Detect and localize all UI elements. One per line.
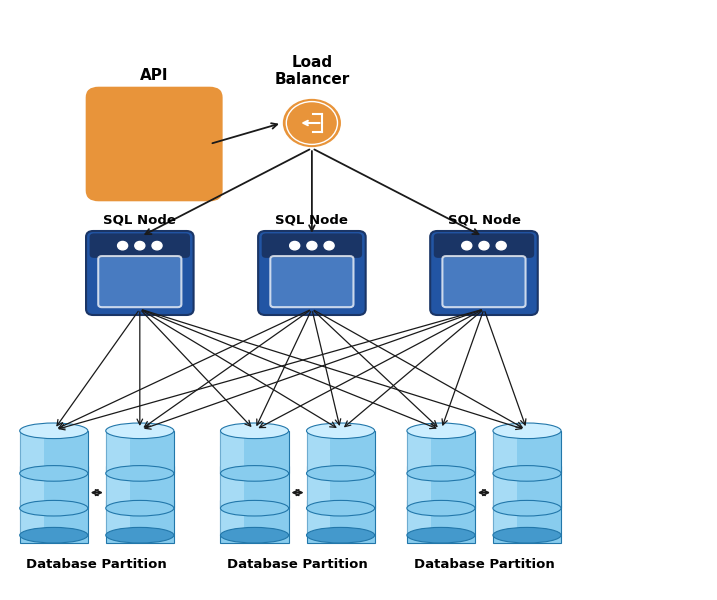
Circle shape	[307, 241, 317, 250]
Circle shape	[479, 241, 489, 250]
Ellipse shape	[306, 466, 374, 481]
Ellipse shape	[20, 423, 87, 439]
Bar	[407, 466, 475, 508]
FancyBboxPatch shape	[258, 231, 366, 315]
FancyBboxPatch shape	[98, 256, 181, 307]
Bar	[106, 431, 130, 535]
Text: API: API	[140, 67, 168, 82]
Circle shape	[496, 241, 506, 250]
Text: Load
Balancer: Load Balancer	[275, 55, 349, 87]
Ellipse shape	[306, 500, 374, 516]
Bar	[221, 466, 288, 508]
Ellipse shape	[221, 527, 288, 543]
Text: SQL Node: SQL Node	[103, 213, 176, 226]
Ellipse shape	[306, 527, 374, 543]
Bar	[493, 466, 561, 508]
Ellipse shape	[20, 500, 87, 516]
Circle shape	[135, 241, 145, 250]
FancyBboxPatch shape	[95, 185, 214, 198]
Circle shape	[462, 241, 472, 250]
Ellipse shape	[493, 423, 561, 439]
FancyBboxPatch shape	[442, 256, 526, 307]
Ellipse shape	[106, 466, 174, 481]
FancyBboxPatch shape	[262, 233, 362, 258]
Bar	[106, 431, 174, 473]
Bar	[221, 431, 288, 473]
Bar	[106, 466, 174, 508]
Ellipse shape	[407, 500, 475, 516]
Ellipse shape	[493, 466, 561, 481]
Ellipse shape	[493, 527, 561, 543]
Ellipse shape	[221, 466, 288, 481]
Bar	[221, 431, 244, 535]
Text: Database Partition: Database Partition	[414, 558, 554, 571]
Text: Database Partition: Database Partition	[227, 558, 368, 571]
FancyBboxPatch shape	[270, 256, 353, 307]
Ellipse shape	[407, 423, 475, 439]
Ellipse shape	[407, 527, 475, 543]
Bar	[407, 500, 475, 543]
Text: Database Partition: Database Partition	[27, 558, 167, 571]
Circle shape	[282, 98, 342, 148]
Bar	[19, 500, 87, 543]
Ellipse shape	[221, 500, 288, 516]
Bar	[493, 431, 561, 473]
Ellipse shape	[493, 500, 561, 516]
FancyBboxPatch shape	[86, 87, 222, 202]
Ellipse shape	[106, 527, 174, 543]
Circle shape	[324, 241, 334, 250]
Ellipse shape	[106, 500, 174, 516]
Bar	[19, 431, 87, 473]
Bar	[407, 431, 431, 535]
FancyBboxPatch shape	[430, 231, 538, 315]
Bar	[106, 500, 174, 543]
Bar	[306, 431, 331, 535]
FancyBboxPatch shape	[434, 233, 534, 258]
Bar	[407, 431, 475, 473]
Bar	[493, 500, 561, 543]
Ellipse shape	[20, 466, 87, 481]
Bar	[221, 500, 288, 543]
Bar	[306, 466, 374, 508]
Ellipse shape	[306, 423, 374, 439]
Text: SQL Node: SQL Node	[447, 213, 521, 226]
Bar	[493, 431, 517, 535]
Ellipse shape	[20, 527, 87, 543]
Ellipse shape	[407, 466, 475, 481]
Bar	[19, 431, 44, 535]
Text: SQL Node: SQL Node	[275, 213, 348, 226]
FancyBboxPatch shape	[90, 233, 190, 258]
Circle shape	[118, 241, 128, 250]
Ellipse shape	[221, 423, 288, 439]
Bar	[19, 466, 87, 508]
FancyBboxPatch shape	[86, 231, 194, 315]
Bar	[306, 431, 374, 473]
Bar	[306, 500, 374, 543]
Ellipse shape	[106, 423, 174, 439]
Circle shape	[290, 241, 300, 250]
Circle shape	[152, 241, 162, 250]
